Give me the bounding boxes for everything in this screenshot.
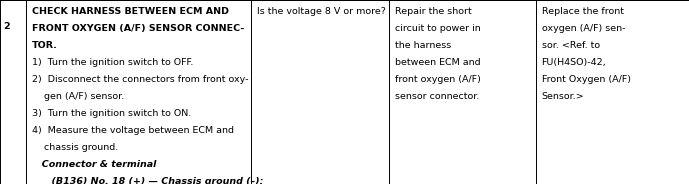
Text: 3)  Turn the ignition switch to ON.: 3) Turn the ignition switch to ON. (32, 109, 191, 118)
Text: Replace the front: Replace the front (542, 7, 624, 16)
Text: Front Oxygen (A/F): Front Oxygen (A/F) (542, 75, 630, 84)
Text: 2)  Disconnect the connectors from front oxy-: 2) Disconnect the connectors from front … (32, 75, 248, 84)
Text: CHECK HARNESS BETWEEN ECM AND: CHECK HARNESS BETWEEN ECM AND (32, 7, 229, 16)
Text: FRONT OXYGEN (A/F) SENSOR CONNEC-: FRONT OXYGEN (A/F) SENSOR CONNEC- (32, 24, 244, 33)
Text: chassis ground.: chassis ground. (32, 143, 118, 152)
Text: 2: 2 (3, 22, 10, 31)
Text: the harness: the harness (395, 41, 451, 50)
Text: sor. <Ref. to: sor. <Ref. to (542, 41, 599, 50)
Text: Repair the short: Repair the short (395, 7, 471, 16)
Text: FU(H4SO)-42,: FU(H4SO)-42, (542, 58, 606, 67)
Text: oxygen (A/F) sen-: oxygen (A/F) sen- (542, 24, 625, 33)
Text: front oxygen (A/F): front oxygen (A/F) (395, 75, 481, 84)
Text: 1)  Turn the ignition switch to OFF.: 1) Turn the ignition switch to OFF. (32, 58, 193, 67)
Text: circuit to power in: circuit to power in (395, 24, 480, 33)
Text: Sensor.>: Sensor.> (542, 92, 584, 101)
Text: Is the voltage 8 V or more?: Is the voltage 8 V or more? (257, 7, 386, 16)
Text: gen (A/F) sensor.: gen (A/F) sensor. (32, 92, 124, 101)
Text: Connector & terminal: Connector & terminal (32, 160, 156, 169)
Text: between ECM and: between ECM and (395, 58, 480, 67)
Text: (B136) No. 18 (+) — Chassis ground (–):: (B136) No. 18 (+) — Chassis ground (–): (32, 177, 263, 184)
Text: 4)  Measure the voltage between ECM and: 4) Measure the voltage between ECM and (32, 126, 234, 135)
Text: TOR.: TOR. (32, 41, 58, 50)
Text: sensor connector.: sensor connector. (395, 92, 479, 101)
